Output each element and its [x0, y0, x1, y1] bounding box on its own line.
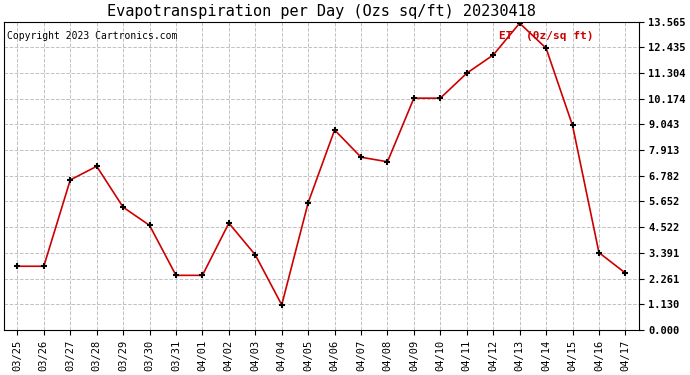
Text: ET  (0z/sq ft): ET (0z/sq ft): [499, 31, 593, 41]
Text: Copyright 2023 Cartronics.com: Copyright 2023 Cartronics.com: [8, 31, 178, 41]
Title: Evapotranspiration per Day (Ozs sq/ft) 20230418: Evapotranspiration per Day (Ozs sq/ft) 2…: [107, 4, 536, 19]
